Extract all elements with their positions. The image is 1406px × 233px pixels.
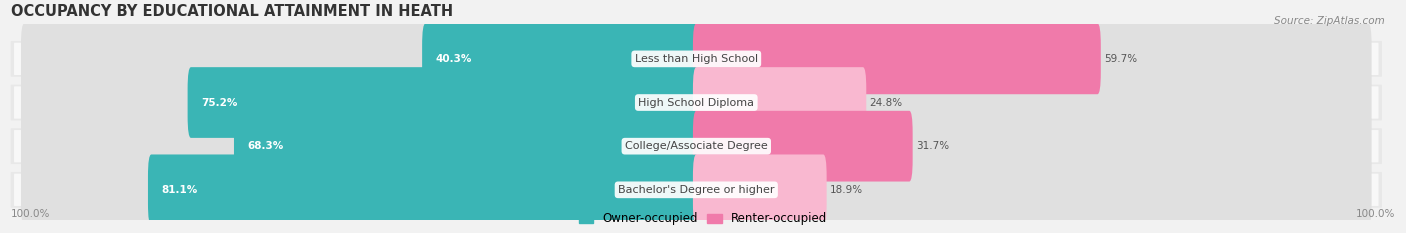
Text: 81.1%: 81.1% (162, 185, 198, 195)
Text: 100.0%: 100.0% (11, 209, 51, 219)
Legend: Owner-occupied, Renter-occupied: Owner-occupied, Renter-occupied (574, 208, 832, 230)
Text: OCCUPANCY BY EDUCATIONAL ATTAINMENT IN HEATH: OCCUPANCY BY EDUCATIONAL ATTAINMENT IN H… (11, 4, 453, 19)
FancyBboxPatch shape (21, 111, 1372, 182)
Text: Source: ZipAtlas.com: Source: ZipAtlas.com (1274, 16, 1385, 26)
Text: 24.8%: 24.8% (870, 98, 903, 107)
FancyBboxPatch shape (148, 154, 700, 225)
FancyBboxPatch shape (693, 154, 827, 225)
FancyBboxPatch shape (693, 67, 866, 138)
FancyBboxPatch shape (422, 24, 700, 94)
Text: 31.7%: 31.7% (917, 141, 949, 151)
Text: 68.3%: 68.3% (247, 141, 284, 151)
FancyBboxPatch shape (11, 41, 1382, 77)
FancyBboxPatch shape (233, 111, 700, 182)
FancyBboxPatch shape (21, 67, 1372, 138)
FancyBboxPatch shape (21, 154, 1372, 225)
Text: 59.7%: 59.7% (1104, 54, 1137, 64)
FancyBboxPatch shape (693, 111, 912, 182)
Text: High School Diploma: High School Diploma (638, 98, 754, 107)
Text: Less than High School: Less than High School (634, 54, 758, 64)
FancyBboxPatch shape (14, 174, 1378, 206)
FancyBboxPatch shape (14, 43, 1378, 75)
FancyBboxPatch shape (693, 24, 1101, 94)
FancyBboxPatch shape (14, 86, 1378, 119)
Text: Bachelor's Degree or higher: Bachelor's Degree or higher (619, 185, 775, 195)
FancyBboxPatch shape (21, 24, 1372, 94)
FancyBboxPatch shape (14, 130, 1378, 162)
Text: 75.2%: 75.2% (201, 98, 238, 107)
FancyBboxPatch shape (11, 85, 1382, 120)
Text: College/Associate Degree: College/Associate Degree (624, 141, 768, 151)
Text: 18.9%: 18.9% (830, 185, 863, 195)
FancyBboxPatch shape (11, 128, 1382, 164)
FancyBboxPatch shape (187, 67, 700, 138)
Text: 100.0%: 100.0% (1355, 209, 1395, 219)
Text: 40.3%: 40.3% (436, 54, 472, 64)
FancyBboxPatch shape (11, 172, 1382, 208)
